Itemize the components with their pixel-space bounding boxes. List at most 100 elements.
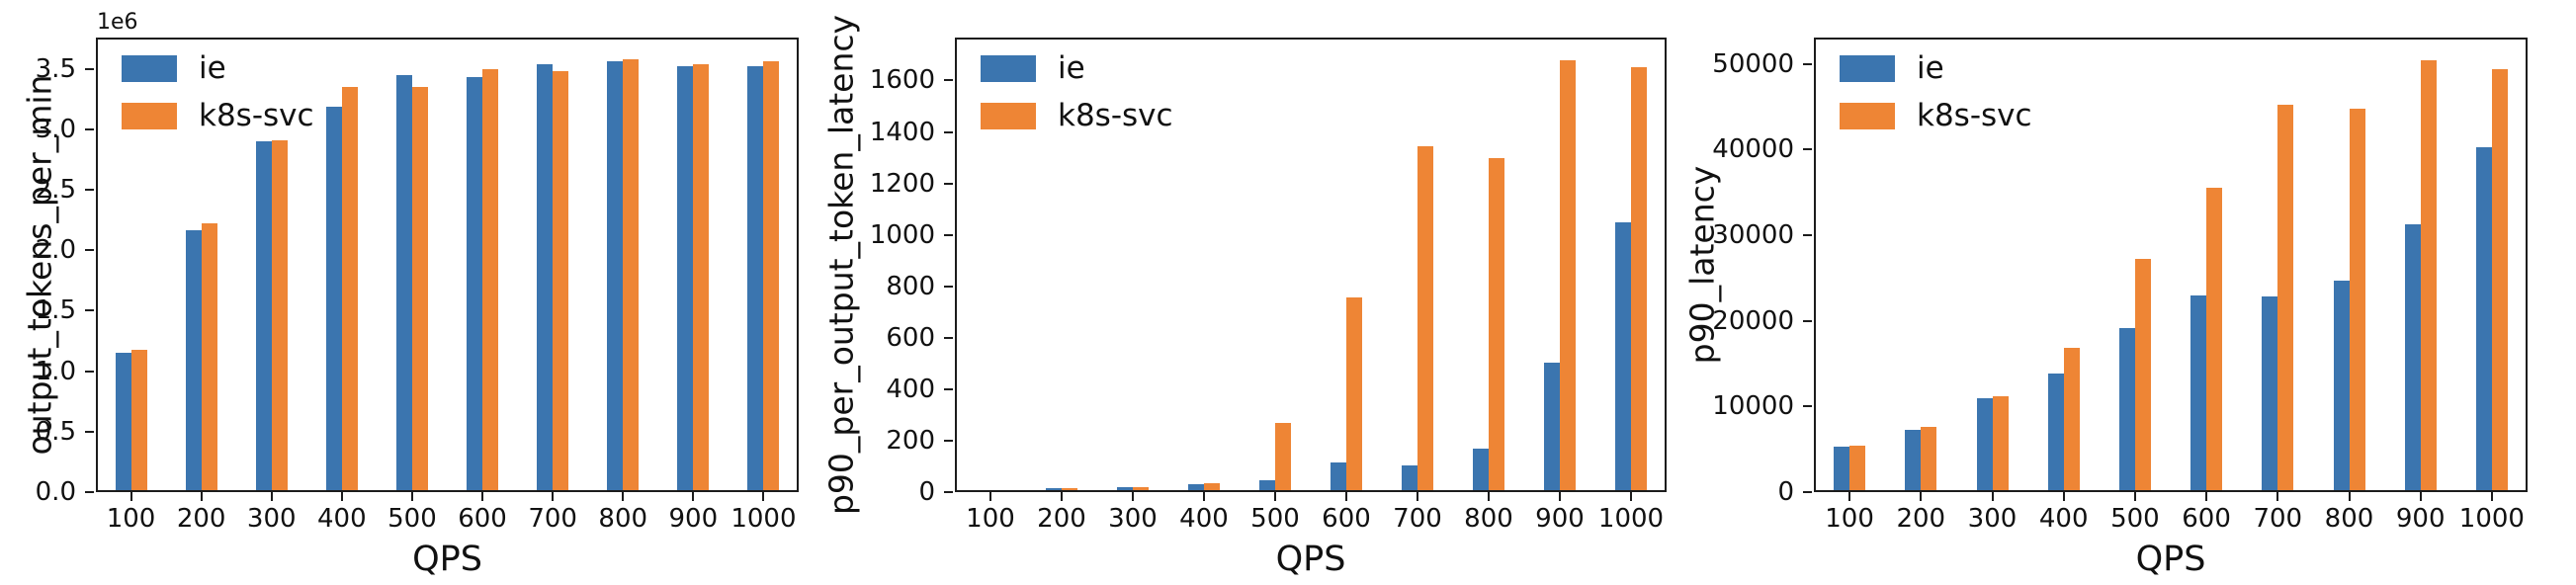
x-tick-label: 500 [387, 504, 437, 534]
y-tick-mark [944, 182, 953, 185]
y-tick-label: 10000 [1712, 391, 1794, 422]
x-tick-label: 600 [2182, 504, 2231, 534]
x-tick-mark [340, 492, 343, 501]
bar-ie-200 [185, 230, 202, 492]
bar-ie-600 [2190, 295, 2207, 492]
legend-swatch-k8s-svc-icon [981, 103, 1036, 129]
bar-k8s-svc-900 [2420, 60, 2437, 492]
bar-ie-900 [677, 66, 694, 492]
legend-item-ie: ie [981, 53, 1173, 84]
y-tick-label: 20000 [1712, 305, 1794, 336]
bar-k8s-svc-800 [2349, 109, 2365, 492]
y-tick-label: 0 [918, 477, 935, 507]
x-tick-label: 300 [1108, 504, 1158, 534]
y-tick-mark [944, 285, 953, 288]
legend-label-k8s-svc: k8s-svc [199, 98, 314, 133]
y-tick-mark [85, 189, 94, 192]
y-tick-label: 50000 [1712, 48, 1794, 79]
x-tick-label: 100 [1825, 504, 1874, 534]
legend-swatch-k8s-svc-icon [122, 103, 177, 129]
bar-ie-300 [1117, 487, 1133, 492]
bar-k8s-svc-300 [1992, 396, 2009, 492]
bar-k8s-svc-600 [2206, 188, 2223, 492]
bar-k8s-svc-100 [130, 350, 147, 492]
bar-k8s-svc-700 [2277, 105, 2294, 492]
x-tick-mark [1132, 492, 1134, 501]
x-tick-label: 400 [317, 504, 367, 534]
bar-k8s-svc-400 [1204, 483, 1220, 492]
legend: ie k8s-svc [122, 53, 314, 148]
bar-ie-600 [467, 77, 483, 492]
y-tick-mark [944, 233, 953, 236]
y-tick-label: 400 [886, 374, 935, 404]
y-tick-label: 0.5 [35, 416, 76, 447]
x-tick-mark [129, 492, 132, 501]
x-tick-label: 600 [1322, 504, 1371, 534]
x-tick-label: 200 [176, 504, 226, 534]
x-tick-mark [1417, 492, 1418, 501]
bar-ie-100 [115, 353, 131, 492]
bar-k8s-svc-900 [693, 64, 710, 492]
bar-k8s-svc-600 [1346, 297, 1362, 492]
x-tick-label: 900 [668, 504, 719, 534]
legend-label-k8s-svc: k8s-svc [1917, 98, 2032, 133]
bar-ie-1000 [2475, 147, 2492, 492]
x-tick-mark [1061, 492, 1063, 501]
bar-ie-400 [2047, 374, 2064, 492]
x-tick-mark [1274, 492, 1276, 501]
plot-area: ie k8s-svc [1814, 38, 2528, 492]
bar-k8s-svc-500 [1275, 423, 1291, 492]
bar-ie-700 [1402, 465, 1417, 492]
legend: ie k8s-svc [981, 53, 1173, 148]
legend-label-ie: ie [1058, 50, 1085, 86]
legend-label-k8s-svc: k8s-svc [1058, 98, 1173, 133]
x-tick-mark [692, 492, 695, 501]
bar-ie-500 [2118, 328, 2135, 492]
y-tick-label: 1.5 [35, 295, 76, 326]
y-tick-mark [1803, 405, 1812, 408]
x-tick-label: 400 [1179, 504, 1229, 534]
y-tick-label: 40000 [1712, 134, 1794, 165]
bar-ie-800 [2333, 281, 2350, 492]
bar-ie-300 [1976, 398, 1993, 492]
bar-k8s-svc-400 [341, 87, 358, 492]
bar-k8s-svc-200 [201, 223, 217, 492]
x-tick-mark [1630, 492, 1632, 501]
x-tick-label: 500 [1250, 504, 1300, 534]
x-tick-label: 900 [1535, 504, 1585, 534]
y-tick-label: 200 [886, 425, 935, 456]
y-tick-mark [1803, 148, 1812, 151]
legend-item-ie: ie [1840, 53, 2032, 84]
bar-ie-800 [607, 61, 624, 492]
x-tick-label: 600 [458, 504, 507, 534]
bar-ie-500 [1259, 480, 1275, 492]
x-tick-mark [1920, 492, 1923, 501]
bar-ie-400 [1188, 484, 1204, 492]
y-tick-mark [944, 439, 953, 442]
bar-k8s-svc-1000 [1631, 67, 1647, 492]
legend-item-k8s-svc: k8s-svc [1840, 101, 2032, 131]
bar-ie-1000 [1615, 222, 1631, 492]
x-tick-label: 900 [2395, 504, 2446, 534]
x-tick-mark [270, 492, 273, 501]
y-tick-label: 1600 [869, 65, 935, 96]
legend: ie k8s-svc [1840, 53, 2032, 148]
x-axis-label: QPS [2135, 540, 2206, 579]
bar-ie-800 [1473, 449, 1489, 492]
y-tick-mark [1803, 319, 1812, 322]
bar-k8s-svc-800 [623, 59, 640, 492]
bar-ie-700 [537, 64, 554, 492]
y-tick-mark [85, 491, 94, 493]
plot-area: ie k8s-svc [955, 38, 1667, 492]
y-tick-mark [85, 430, 94, 433]
bar-ie-900 [2404, 224, 2421, 492]
x-tick-mark [2276, 492, 2279, 501]
x-tick-label: 300 [1967, 504, 2018, 534]
bar-ie-100 [1834, 447, 1850, 492]
